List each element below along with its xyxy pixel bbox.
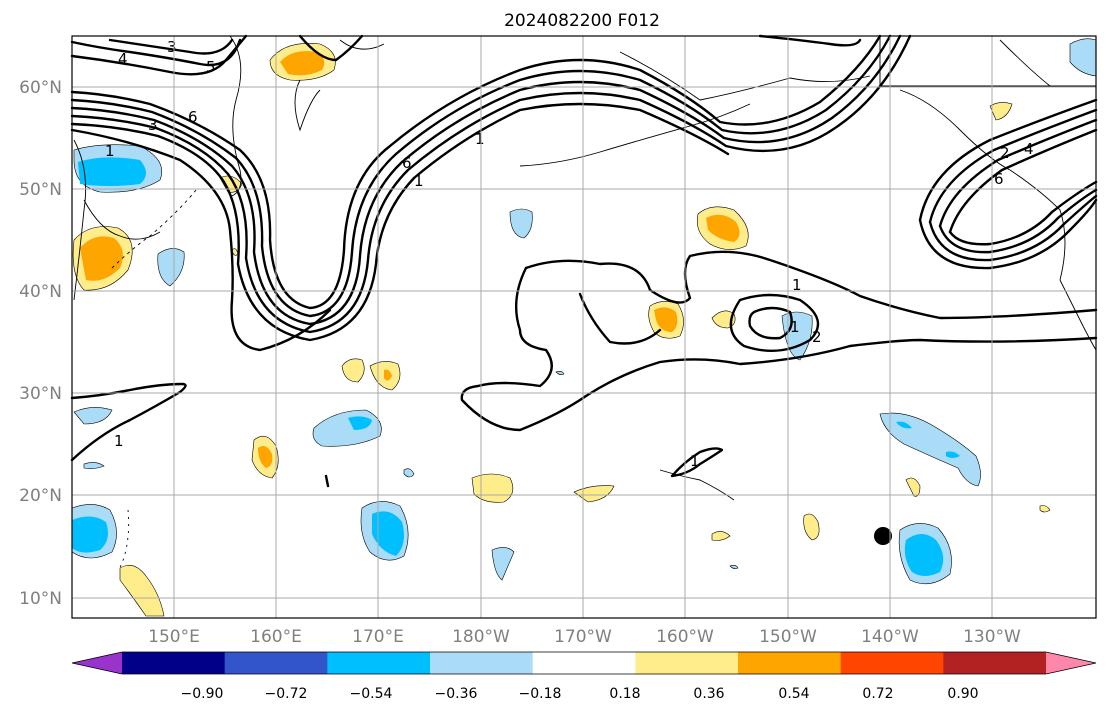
contours [70,34,1098,488]
lon-label: 150°E [148,627,200,647]
lon-label: 140°W [861,627,919,647]
contour-label-group: 4 3 5 6 3 1 1 6 1 1 1 2 1 1 4 6 2 [105,38,1034,470]
contour-label: 1 [105,142,115,160]
colorbar [71,651,1097,675]
colorbar-tick-label: 0.90 [947,686,978,702]
colorbar-outline [71,651,1097,675]
lat-label: 10°N [19,589,62,609]
contour-label: 1 [414,172,424,190]
colorbar-tick-label: 0.18 [609,686,640,702]
lon-label: 170°W [554,627,612,647]
contour-label: 6 [188,108,198,126]
colorbar-tick-label: −0.36 [435,686,478,702]
contour-label: 2 [1000,144,1010,162]
map-frame [71,35,1097,619]
latitude-labels: 60°N 50°N 40°N 30°N 20°N 10°N [19,78,62,609]
contour-label: 4 [118,50,128,68]
lat-label: 40°N [19,282,62,302]
contour-label: 2 [812,328,822,346]
contour-label: 1 [790,318,800,336]
lat-label: 60°N [19,78,62,98]
contour-label: 4 [1024,140,1034,158]
figure-title: 2024082200 F012 [504,11,660,31]
lon-label: 150°W [759,627,817,647]
lon-label: 160°E [250,627,302,647]
storm-position-marker [874,527,892,545]
lat-label: 30°N [19,384,62,404]
lon-label: 130°W [963,627,1021,647]
colorbar-tick-label: −0.18 [519,686,562,702]
colorbar-tick-label: 0.36 [693,686,724,702]
contour-label: 3 [167,38,177,56]
lon-label: 160°W [656,627,714,647]
colorbar-segment [327,652,431,674]
contour-label: 6 [994,170,1004,188]
colorbar-segment [943,652,1047,674]
colorbar-extend-low [72,652,122,674]
anomaly-fills [71,38,1097,617]
colorbar-segment [532,652,636,674]
colorbar-tick-label: −0.72 [265,686,308,702]
lon-label: 170°E [352,627,404,647]
longitude-labels: 150°E 160°E 170°E 180°W 170°W 160°W 150°… [148,627,1021,647]
contour-label: 3 [148,116,158,134]
contour-label: 1 [475,130,485,148]
colorbar-tick-label: 0.54 [778,686,809,702]
colorbar-segment [122,652,226,674]
contour-label: 5 [206,58,216,76]
colorbar-extend-high [1046,652,1096,674]
colorbar-segment [840,652,944,674]
lat-label: 20°N [19,486,62,506]
lat-label: 50°N [19,180,62,200]
lon-label: 180°W [452,627,510,647]
contour-label: 1 [114,432,124,450]
contour-label: 1 [792,276,802,294]
colorbar-tick-label: −0.54 [350,686,393,702]
contour-label: 1 [690,452,700,470]
colorbar-segment [738,652,842,674]
graticule [72,36,1096,618]
colorbar-tick-label: −0.90 [181,686,224,702]
colorbar-tick-label: 0.72 [862,686,893,702]
coastlines [73,35,1097,571]
contour-label: 6 [402,154,412,172]
colorbar-segment [635,652,739,674]
colorbar-tick-labels: −0.90 −0.72 −0.54 −0.36 −0.18 0.18 0.36 … [181,686,979,702]
colorbar-segment [430,652,534,674]
colorbar-segment [224,652,328,674]
